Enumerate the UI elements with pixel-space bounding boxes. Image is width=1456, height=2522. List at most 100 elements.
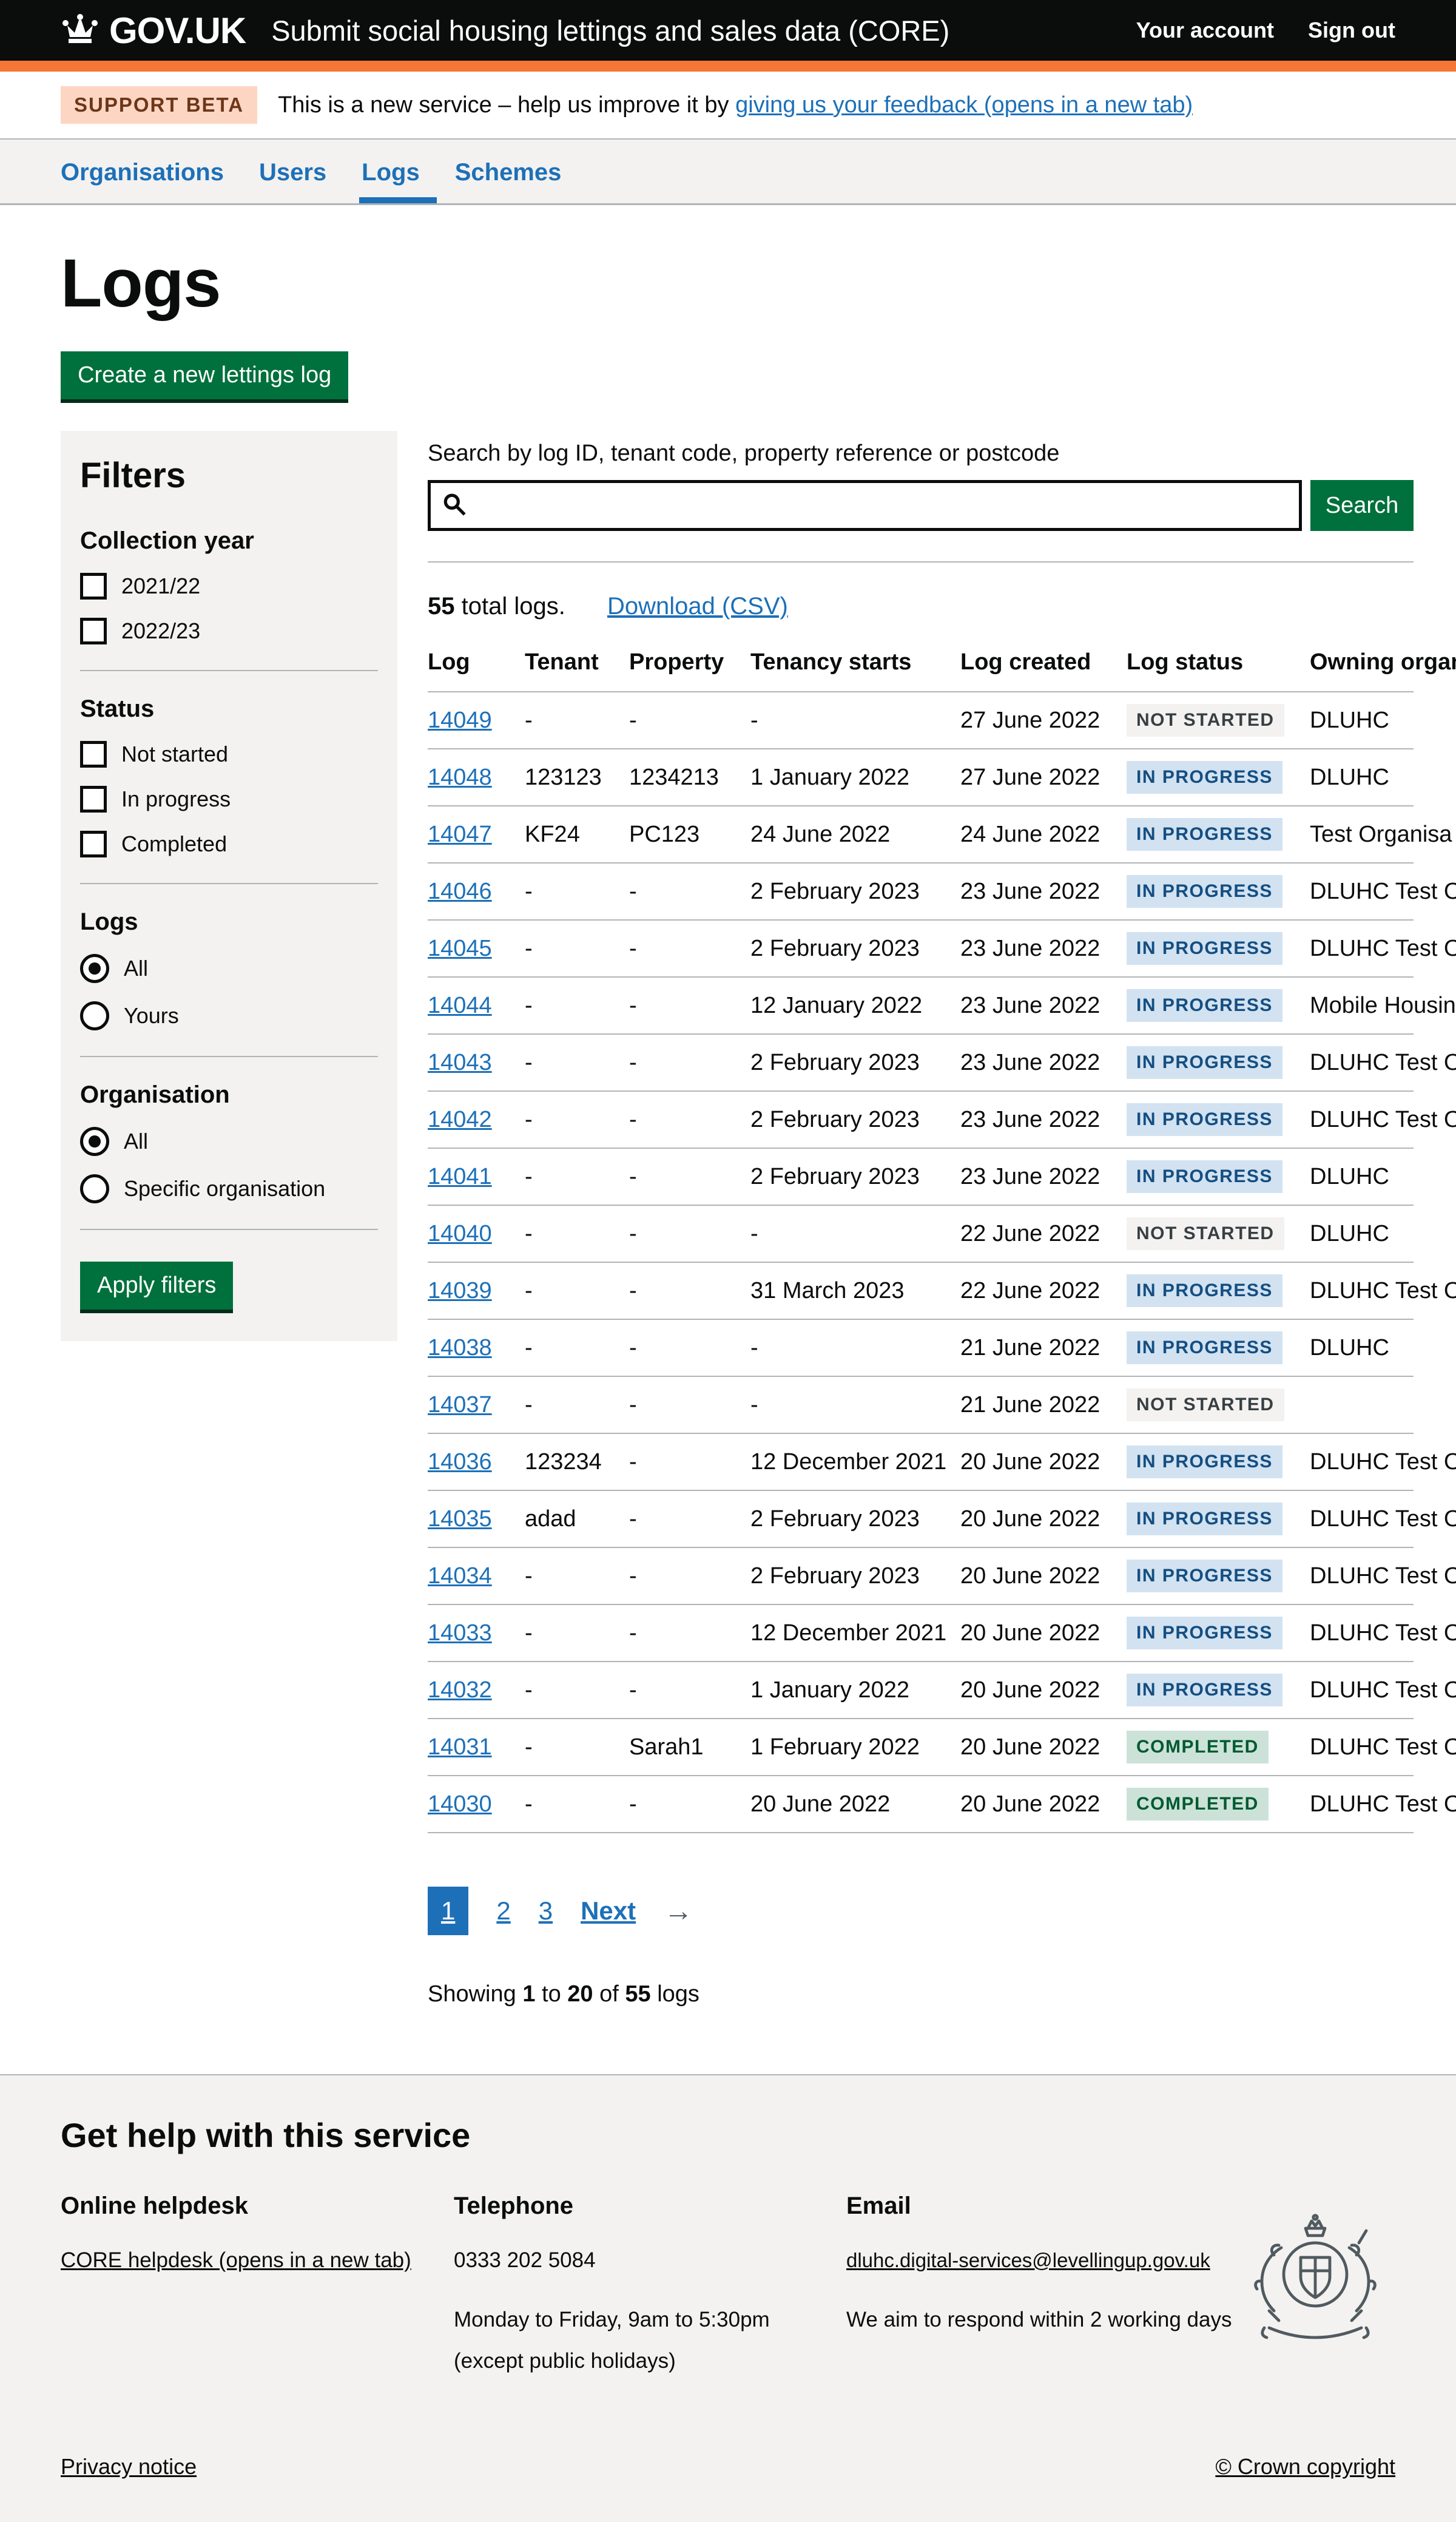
radio-icon[interactable]: [80, 954, 109, 983]
table-row: 14031 - Sarah1 1 February 2022 20 June 2022 C…: [428, 1719, 1456, 1776]
table-row: 14037 - - - 21 June 2022 NOT STARTED: [428, 1377, 1414, 1434]
create-lettings-log-button[interactable]: Create a new lettings log: [61, 351, 349, 399]
checkbox-2021-22[interactable]: 2021/22: [80, 573, 378, 600]
log-id-link[interactable]: 14034: [428, 1563, 492, 1589]
log-created-cell: 20 June 2022: [960, 1677, 1100, 1703]
log-id-cell: 14035: [428, 1506, 525, 1532]
log-status-cell: IN PROGRESS: [1127, 989, 1310, 1022]
radio-icon[interactable]: [80, 1001, 109, 1030]
nav-item-schemes[interactable]: Schemes: [454, 159, 562, 186]
log-id-link[interactable]: 14041: [428, 1163, 492, 1189]
your-account-link[interactable]: Your account: [1136, 18, 1275, 42]
log-id-link[interactable]: 14043: [428, 1049, 492, 1075]
checkbox-icon[interactable]: [80, 741, 107, 768]
owning-org-cell: DLUHC Test Org: [1310, 1506, 1456, 1532]
tenant-cell: -: [525, 1049, 533, 1075]
tenancy-starts-cell: 2 February 2023: [750, 1106, 920, 1132]
table-row: 14049 - - - 27 June 2022 NOT STARTED DLUHC: [428, 692, 1414, 749]
radio-organisation-all[interactable]: All: [80, 1127, 378, 1156]
status-badge: IN PROGRESS: [1127, 1331, 1282, 1364]
organisation-filter-label: Organisation: [80, 1081, 230, 1108]
checkbox-not-started[interactable]: Not started: [80, 741, 378, 768]
pagination-page-3[interactable]: 3: [538, 1896, 553, 1925]
nav-item-users[interactable]: Users: [258, 159, 327, 186]
radio-logs-all[interactable]: All: [80, 954, 378, 983]
log-id-link[interactable]: 14044: [428, 992, 492, 1018]
log-id-link[interactable]: 14047: [428, 821, 492, 847]
log-id-link[interactable]: 14039: [428, 1277, 492, 1303]
pagination-page-2[interactable]: 2: [496, 1896, 511, 1925]
log-id-link[interactable]: 14042: [428, 1106, 492, 1132]
sign-out-link[interactable]: Sign out: [1308, 18, 1395, 42]
feedback-link[interactable]: giving us your feedback (opens in a new …: [735, 92, 1193, 118]
checkbox-icon[interactable]: [80, 618, 107, 644]
nav-item-organisations[interactable]: Organisations: [61, 159, 224, 186]
email-link[interactable]: dluhc.digital-services@levellingup.gov.u…: [846, 2249, 1210, 2271]
tenant-cell: -: [525, 935, 533, 961]
govuk-logo[interactable]: GOV.UK: [61, 10, 246, 52]
property-cell: -: [629, 1677, 637, 1703]
table-row: 14043 - - 2 February 2023 23 June 2022 IN PRO…: [428, 1035, 1456, 1092]
log-id-cell: 14045: [428, 936, 525, 962]
core-helpdesk-link[interactable]: CORE helpdesk (opens in a new tab): [61, 2248, 411, 2272]
beta-tag: SUPPORT BETA: [61, 86, 258, 124]
nav-item-logs[interactable]: Logs: [359, 140, 437, 203]
service-name-link[interactable]: Submit social housing lettings and sales…: [271, 14, 950, 47]
log-id-link[interactable]: 14035: [428, 1506, 492, 1532]
pagination-next-link[interactable]: Next: [581, 1896, 636, 1925]
crown-copyright-link[interactable]: © Crown copyright: [1215, 2454, 1395, 2479]
apply-filters-button[interactable]: Apply filters: [80, 1262, 234, 1310]
footer-heading: Get help with this service: [61, 2116, 471, 2154]
radio-icon[interactable]: [80, 1127, 109, 1156]
log-id-link[interactable]: 14030: [428, 1791, 492, 1817]
footer-telephone-column: Telephone 0333 202 5084 Monday to Friday…: [454, 2192, 846, 2386]
table-row: 14045 - - 2 February 2023 23 June 2022 IN PRO…: [428, 921, 1456, 978]
search-input[interactable]: [476, 492, 1288, 519]
log-status-cell: NOT STARTED: [1127, 704, 1310, 737]
log-id-link[interactable]: 14037: [428, 1391, 492, 1418]
column-header-log-created: Log created: [960, 649, 1091, 675]
search-button[interactable]: Search: [1310, 480, 1414, 531]
radio-icon[interactable]: [80, 1174, 109, 1203]
table-row: 14036 123234 - 12 December 2021 20 June 2022…: [428, 1434, 1456, 1491]
log-id-link[interactable]: 14033: [428, 1620, 492, 1646]
log-id-link[interactable]: 14049: [428, 707, 492, 733]
checkbox-icon[interactable]: [80, 831, 107, 857]
property-cell: Sarah1: [629, 1734, 704, 1760]
checkbox-in-progress[interactable]: In progress: [80, 786, 378, 813]
log-status-cell: IN PROGRESS: [1127, 1274, 1310, 1307]
log-id-link[interactable]: 14045: [428, 935, 492, 961]
log-id-link[interactable]: 14038: [428, 1334, 492, 1361]
checkbox-icon[interactable]: [80, 786, 107, 813]
main-content: Logs Create a new lettings log Filters C…: [0, 244, 1456, 2074]
download-csv-link[interactable]: Download (CSV): [607, 593, 788, 620]
radio-specific-organisation[interactable]: Specific organisation: [80, 1174, 378, 1203]
log-created-cell: 20 June 2022: [960, 1449, 1100, 1475]
log-id-link[interactable]: 14036: [428, 1449, 492, 1475]
log-id-cell: 14049: [428, 708, 525, 734]
radio-logs-yours[interactable]: Yours: [80, 1001, 378, 1030]
phase-banner-prefix: This is a new service – help us improve …: [278, 92, 736, 118]
tenancy-starts-cell: 2 February 2023: [750, 1563, 920, 1589]
log-status-cell: NOT STARTED: [1127, 1388, 1310, 1421]
log-id-link[interactable]: 14048: [428, 764, 492, 790]
email-response-time: We aim to respond within 2 working days: [846, 2308, 1232, 2331]
log-id-link[interactable]: 14040: [428, 1220, 492, 1246]
log-id-link[interactable]: 14046: [428, 878, 492, 904]
checkbox-completed[interactable]: Completed: [80, 831, 378, 857]
radio-label: Specific organisation: [124, 1176, 326, 1201]
status-badge: IN PROGRESS: [1127, 932, 1282, 965]
checkbox-icon[interactable]: [80, 573, 107, 600]
property-cell: -: [629, 1334, 637, 1361]
tenancy-starts-cell: 2 February 2023: [750, 1163, 920, 1189]
checkbox-2022-23[interactable]: 2022/23: [80, 618, 378, 644]
status-badge: NOT STARTED: [1127, 704, 1284, 737]
privacy-notice-link[interactable]: Privacy notice: [61, 2454, 197, 2479]
pagination-page-1-current[interactable]: 1: [428, 1887, 469, 1935]
status-badge: NOT STARTED: [1127, 1217, 1284, 1250]
log-id-link[interactable]: 14032: [428, 1677, 492, 1703]
log-id-link[interactable]: 14031: [428, 1734, 492, 1760]
status-badge: NOT STARTED: [1127, 1388, 1284, 1421]
tenant-cell: KF24: [525, 821, 580, 847]
property-cell: PC123: [629, 821, 700, 847]
